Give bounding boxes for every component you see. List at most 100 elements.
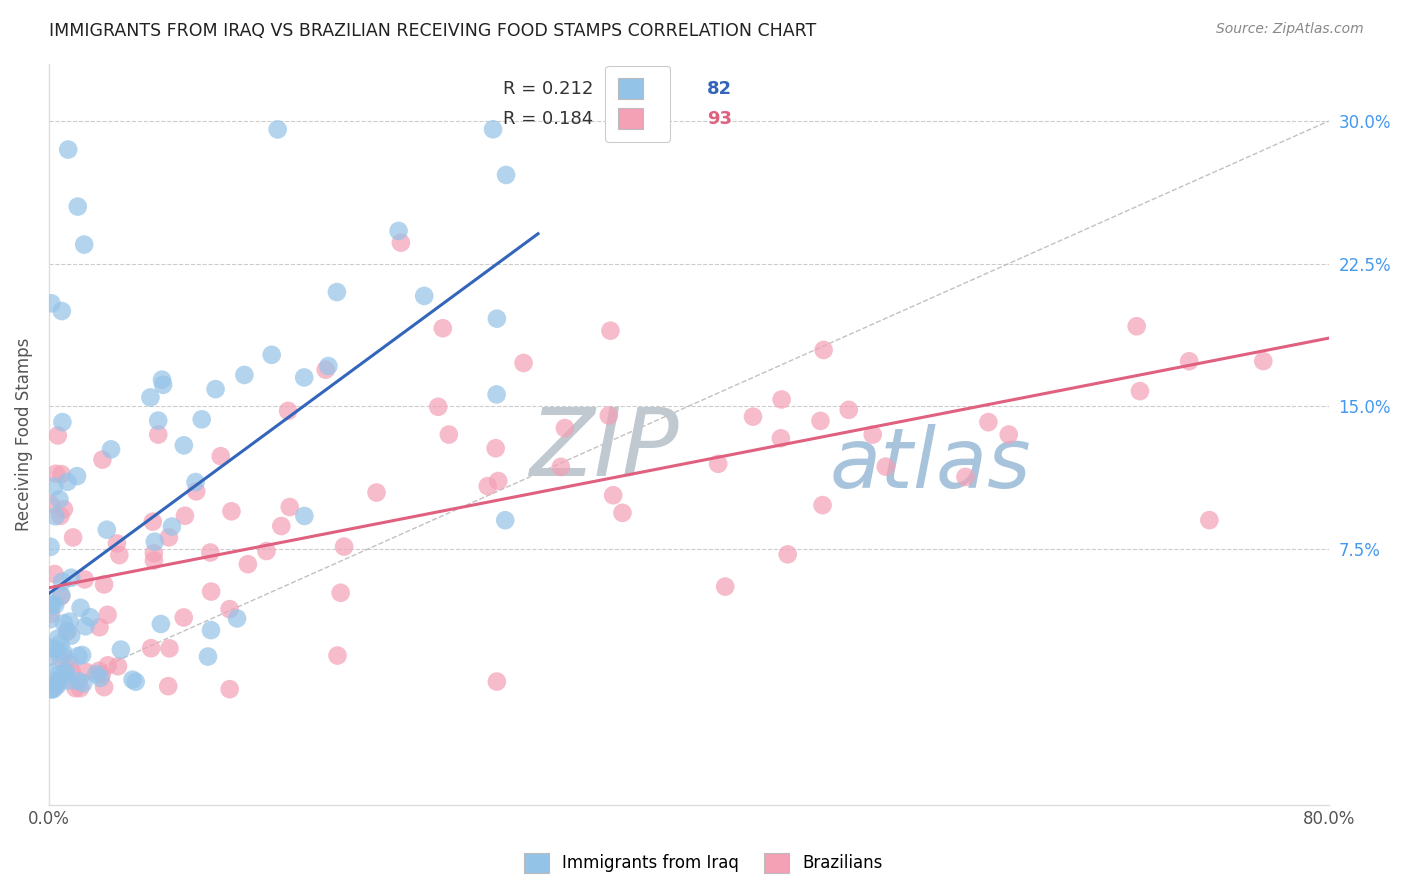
Point (318, 359, 340, 373)
Point (73, 237, 96, 252)
Point (148, 414, 170, 428)
Point (60, 571, 83, 585)
Point (159, 641, 181, 656)
Point (70, 648, 93, 662)
Point (79, 610, 101, 624)
Point (124, 674, 146, 689)
Point (292, 508, 315, 523)
Point (107, 659, 129, 673)
Point (256, 544, 278, 558)
Point (56, 143, 79, 157)
Text: Source: ZipAtlas.com: Source: ZipAtlas.com (1216, 22, 1364, 37)
Point (97, 607, 120, 622)
Point (157, 530, 180, 544)
Point (41, 597, 63, 611)
Point (173, 610, 195, 624)
Point (142, 546, 165, 560)
Point (39, 640, 62, 655)
Point (200, 584, 222, 599)
Point (39, 682, 62, 697)
Point (39, 607, 62, 621)
Point (838, 402, 860, 417)
Point (49, 651, 72, 665)
Point (46, 632, 69, 646)
Point (997, 427, 1019, 442)
Point (550, 459, 572, 474)
Point (612, 506, 634, 520)
Point (599, 324, 621, 338)
Point (862, 427, 884, 442)
Point (53, 666, 76, 681)
Point (44, 509, 66, 524)
Point (389, 235, 412, 250)
Point (65, 681, 87, 695)
Point (714, 580, 737, 594)
Point (41, 296, 63, 310)
Point (48, 492, 70, 507)
Point (62, 531, 84, 545)
Point (218, 602, 240, 616)
Point (51, 415, 73, 429)
Point (200, 545, 222, 559)
Point (226, 611, 249, 625)
Point (173, 438, 195, 452)
Point (266, 122, 288, 136)
Text: atlas: atlas (830, 424, 1031, 505)
Point (1129, 384, 1152, 398)
Point (432, 321, 454, 335)
Point (554, 421, 576, 435)
Point (204, 382, 226, 396)
Point (42, 665, 65, 680)
Point (326, 285, 349, 299)
Point (485, 442, 508, 456)
Text: 93: 93 (707, 110, 731, 128)
Point (1178, 354, 1201, 368)
Point (53, 616, 76, 631)
Point (108, 548, 131, 562)
Point (105, 536, 128, 550)
Point (875, 459, 897, 474)
Point (387, 224, 409, 238)
Point (51, 304, 73, 318)
Point (93, 577, 115, 591)
Point (39, 497, 62, 511)
Point (110, 642, 132, 657)
Point (157, 679, 180, 693)
Point (1125, 319, 1147, 334)
Point (42, 682, 65, 697)
Point (427, 400, 450, 414)
Point (58, 673, 80, 688)
Point (72, 676, 94, 690)
Point (69, 681, 91, 696)
Point (91, 452, 114, 467)
Point (139, 641, 162, 656)
Point (197, 649, 219, 664)
Point (75, 665, 97, 679)
Point (1251, 354, 1274, 368)
Point (90, 667, 112, 681)
Point (49, 589, 72, 603)
Point (209, 449, 232, 463)
Point (66, 469, 89, 483)
Point (485, 387, 508, 401)
Point (60, 665, 83, 679)
Text: IMMIGRANTS FROM IRAQ VS BRAZILIAN RECEIVING FOOD STAMPS CORRELATION CHART: IMMIGRANTS FROM IRAQ VS BRAZILIAN RECEIV… (49, 22, 817, 40)
Point (45, 467, 67, 481)
Point (437, 427, 460, 442)
Point (810, 414, 832, 428)
Point (413, 289, 436, 303)
Point (270, 519, 292, 533)
Point (93, 680, 115, 694)
Point (56, 624, 79, 638)
Point (184, 475, 207, 489)
Point (149, 617, 172, 632)
Y-axis label: Receiving Food Stamps: Receiving Food Stamps (15, 338, 32, 532)
Point (776, 547, 799, 561)
Point (292, 370, 315, 384)
Point (46, 678, 69, 692)
Point (51, 467, 73, 481)
Point (48, 674, 70, 689)
Point (148, 427, 170, 442)
Point (598, 409, 620, 423)
Point (58, 615, 80, 629)
